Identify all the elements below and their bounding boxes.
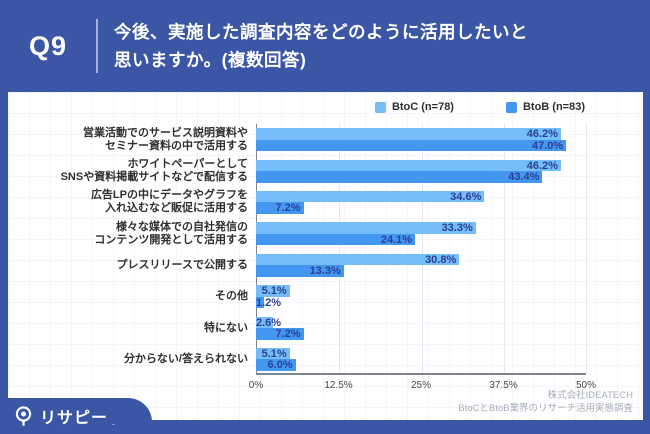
chart-row: 広告LPの中にデータやグラフを 入れ込むなど販促に活用する 34.6% 7.2% [8,187,643,218]
bar-value-label: 34.6% [450,190,482,203]
gridline [339,124,341,373]
category-label: ホワイトペーパーとして SNSや資料掲載サイトなどで配信する [60,158,248,184]
bar-btob: 13.3% [256,265,344,277]
bar-btoc: 2.6% [256,316,282,329]
chart-row: 特にない 2.6% 7.2% [8,312,643,343]
gridline [421,124,423,373]
bar-value-label: 5.1% [261,285,287,298]
bar-value-label: 46.2% [526,128,558,141]
bar-group: 46.2% 47.0% [256,128,586,151]
x-tick-label: 12.5% [324,380,353,391]
category-label: 特にない [204,321,248,334]
bar-group: 5.1% 6.0% [256,347,586,371]
bar-group: 33.3% 24.1% [256,222,586,246]
bar-value-label: 46.2% [526,159,558,172]
bar-group: 30.8% 13.3% [256,253,586,277]
credit-company: 株式会社IDEATECH [547,390,633,401]
plot-background [256,124,587,375]
question-line-1: 今後、実施した調査内容をどのように活用したいと [114,22,528,42]
x-tick-label: 37.5% [489,380,518,391]
category-label: 様々な媒体での自社発信の コンテンツ開発として活用する [94,220,248,246]
resapi-pin-icon [15,405,32,426]
legend-label-btob: BtoB (n=83) [522,101,585,113]
bar-chart: 営業活動でのサービス説明資料や セミナー資料の中で活用する 46.2% 47.0% ホ… [8,124,643,375]
chart-row: その他 5.1% 1.2% [8,281,643,312]
bar-btoc: 46.2% [256,128,561,140]
brand-logo: リサピー . [0,398,152,434]
chart-row: ホワイトペーパーとして SNSや資料掲載サイトなどで配信する 46.2% 43.4% [8,155,643,186]
legend-swatch-btoc [374,101,386,113]
bar-btob: 6.0% [256,359,296,371]
bar-value-label: 2.6% [256,316,282,329]
question-text: 今後、実施した調査内容をどのように活用したいと 思いますか。(複数回答) [114,18,528,74]
bar-value-label: 1.2% [256,296,282,309]
bar-value-label: 43.4% [508,171,540,184]
x-axis: 0% 12.5% 25% 37.5% 50% [249,377,596,393]
category-label: 営業活動でのサービス説明資料や セミナー資料の中で活用する [83,126,248,152]
bar-btob: 24.1% [256,233,416,246]
bar-btoc: 5.1% [256,285,290,297]
legend-item-btoc: BtoC (n=78) [374,101,454,113]
question-number: Q9 [28,30,68,61]
x-tick-label: 25% [410,380,432,391]
bottom-band [0,420,650,434]
question-line-2: 思いますか。(複数回答) [114,50,307,70]
bar-value-label: 5.1% [261,347,287,360]
chart-row: プレスリリースで公開する 30.8% 13.3% [8,250,643,281]
legend-label-btoc: BtoC (n=78) [391,101,454,113]
bar-value-label: 13.3% [309,265,341,278]
category-label: 広告LPの中にデータやグラフを 入れ込むなど販促に活用する [90,189,248,215]
credit-survey: BtoCとBtoB業界のリサーチ活用実態調査 [458,403,633,414]
bar-group: 34.6% 7.2% [256,190,586,214]
chart-row: 営業活動でのサービス説明資料や セミナー資料の中で活用する 46.2% 47.0% [8,124,643,155]
bar-btoc: 34.6% [256,190,485,203]
bar-btoc: 30.8% [256,253,460,266]
bar-btob: 43.4% [256,171,543,184]
logo-mark: . [112,417,115,427]
gridline [503,124,505,373]
logo-text: リサピー [40,410,109,427]
source-credit: 株式会社IDEATECH BtoCとBtoB業界のリサーチ活用実態調査 [458,389,633,415]
chart-legend: BtoC (n=78) BtoB (n=83) [374,99,585,115]
chart-rows: 営業活動でのサービス説明資料や セミナー資料の中で活用する 46.2% 47.0% ホ… [8,124,643,375]
header-divider [96,19,98,73]
bar-btob: 47.0% [256,139,567,152]
chart-panel: BtoC (n=78) BtoB (n=83) 営業活動でのサービス説明資料や … [8,92,643,420]
question-header: Q9 今後、実施した調査内容をどのように活用したいと 思いますか。(複数回答) [0,0,650,92]
legend-swatch-btob [505,101,517,113]
chart-row: 分からない/答えられない 5.1% 6.0% [8,344,643,375]
bar-group: 2.6% 7.2% [256,316,586,340]
bar-btoc: 46.2% [256,159,561,172]
bar-btoc: 33.3% [256,222,476,234]
category-label: プレスリリースで公開する [116,258,248,271]
bar-btob: 1.2% [256,296,282,309]
chart-row: 様々な媒体での自社発信の コンテンツ開発として活用する 33.3% 24.1% [8,218,643,249]
category-label: 分からない/答えられない [123,352,248,365]
x-tick-label: 0% [248,380,264,391]
legend-item-btob: BtoB (n=83) [505,101,585,113]
bar-btob: 7.2% [256,202,304,214]
bar-value-label: 6.0% [267,359,293,372]
gridline [586,124,587,373]
bar-value-label: 7.2% [275,202,301,215]
bar-btoc: 5.1% [256,347,290,360]
bar-group: 5.1% 1.2% [256,285,586,308]
bar-value-label: 47.0% [531,139,564,152]
bar-group: 46.2% 43.4% [256,159,586,184]
bar-value-label: 7.2% [275,328,301,341]
bar-value-label: 33.3% [441,222,473,235]
bar-btob: 7.2% [256,328,304,340]
category-label: その他 [215,290,248,303]
bar-value-label: 30.8% [425,253,457,266]
x-tick-label: 50% [575,380,597,391]
bar-value-label: 24.1% [380,233,413,246]
